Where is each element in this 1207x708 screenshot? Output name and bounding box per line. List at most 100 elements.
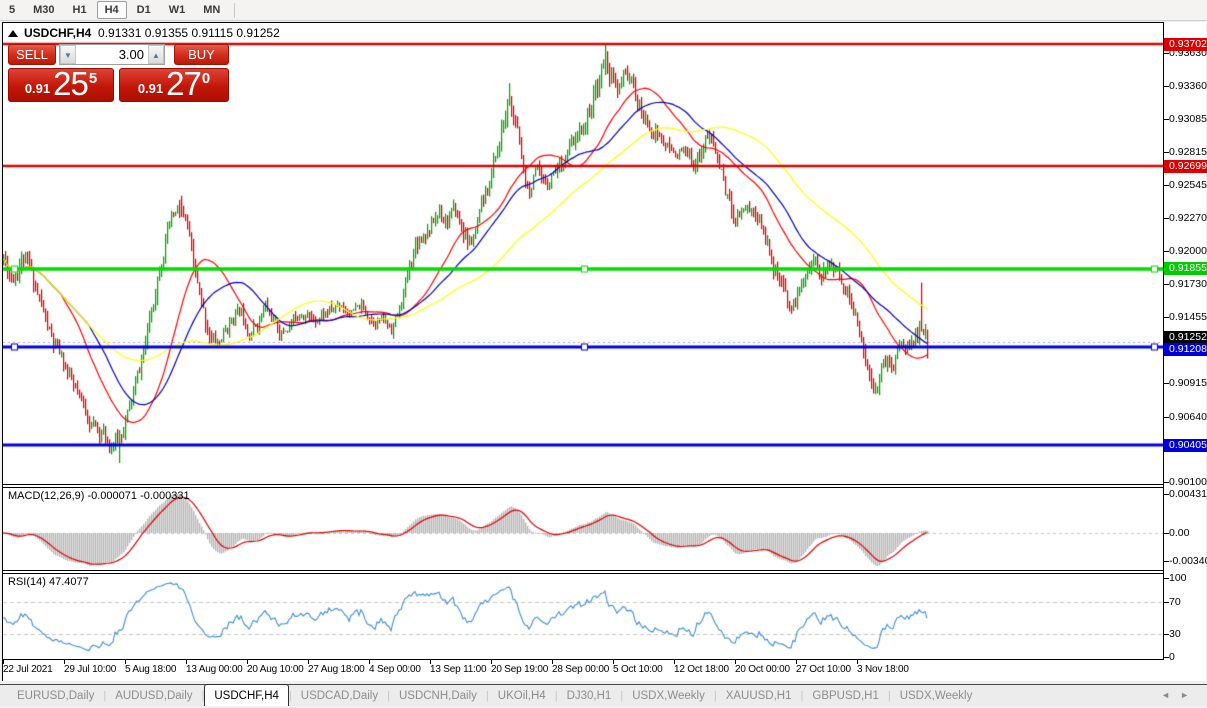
- price-line-label: 0.93702: [1164, 37, 1207, 51]
- price-tick-label: 0.92815: [1169, 145, 1207, 158]
- main-panel-bottom-border: [2, 484, 1164, 485]
- time-label: 13 Sep 11:00: [430, 664, 487, 675]
- macd-panel-bottom-border: [2, 570, 1164, 571]
- tab-xauusd-h1[interactable]: XAUUSD,H1: [725, 689, 792, 702]
- time-tick: [430, 660, 431, 664]
- price-line-label: 0.91208: [1164, 342, 1207, 356]
- tab-usdchf-h4[interactable]: USDCHF,H4: [204, 684, 289, 706]
- price-tick: [1164, 482, 1169, 484]
- rsi-tick: [1164, 602, 1169, 603]
- tab-usdx-weekly[interactable]: USDX,Weekly: [632, 689, 705, 702]
- price-tick: [1164, 383, 1169, 385]
- rsi-tick: [1164, 634, 1169, 635]
- time-label: 12 Oct 18:00: [674, 664, 729, 675]
- time-tick: [186, 660, 187, 664]
- rsi-indicator-canvas[interactable]: [3, 574, 1163, 659]
- buy-price-button[interactable]: 0.91 27 0: [119, 67, 229, 102]
- chart-tabs-bar: EURUSD,Daily | AUDUSD,Daily | USDCHF,H4 | USDC…: [0, 684, 1207, 706]
- sell-price-button[interactable]: 0.91 25 5: [8, 65, 114, 102]
- price-line-label: 0.91252: [1164, 330, 1207, 344]
- time-label: 29 Jul 10:00: [64, 664, 117, 675]
- tab-separator: |: [387, 689, 390, 702]
- tab-usdx-weekly[interactable]: USDX,Weekly: [899, 689, 973, 702]
- rsi-tick-label: 0: [1169, 651, 1175, 663]
- price-tick: [1164, 283, 1169, 285]
- time-tick: [369, 660, 370, 664]
- timeframe-button-5[interactable]: 5: [9, 4, 16, 16]
- price-scale[interactable]: 0.93630 0.93360 0.93085 0.92815 0.92545 0.922…: [1164, 22, 1207, 681]
- tab-ukoil-h4[interactable]: UKOil,H4: [497, 689, 546, 702]
- price-tick-label: 0.90640: [1169, 410, 1207, 423]
- time-tick: [735, 660, 736, 664]
- price-line-label: 0.92699: [1164, 159, 1207, 173]
- time-tick: [64, 660, 65, 664]
- sell-price-prefix: 0.91: [24, 81, 51, 96]
- volume-increase-button[interactable]: ▲: [148, 45, 164, 64]
- price-tick: [1164, 251, 1169, 253]
- buy-price-sup: 0: [201, 70, 211, 87]
- macd-tick-label: 0.00431: [1169, 488, 1207, 500]
- tab-separator: |: [485, 689, 489, 702]
- volume-decrease-button[interactable]: ▼: [60, 45, 76, 64]
- timeframe-button-mn[interactable]: MN: [203, 4, 221, 16]
- timeframe-button-h4[interactable]: H4: [96, 1, 127, 19]
- time-label: 13 Aug 00:00: [186, 664, 243, 675]
- time-label: 20 Oct 00:00: [735, 664, 790, 675]
- tab-separator: |: [288, 689, 292, 702]
- price-tick-label: 0.91455: [1169, 311, 1207, 324]
- time-tick: [796, 660, 797, 664]
- price-tick-label: 0.90915: [1169, 377, 1207, 390]
- price-tick: [1164, 317, 1169, 319]
- macd-indicator-canvas[interactable]: [3, 488, 1163, 570]
- time-label: 4 Sep 00:00: [369, 664, 421, 675]
- macd-label: MACD(12,26,9) -0.000071 -0.000331: [8, 490, 190, 502]
- buy-button[interactable]: BUY: [174, 44, 229, 65]
- price-tick-label: 0.91730: [1169, 277, 1207, 290]
- chart-window-left-border: [2, 22, 3, 681]
- tab-separator: |: [887, 689, 891, 702]
- volume-input[interactable]: [76, 45, 148, 64]
- expand-indicator-icon[interactable]: [8, 29, 18, 37]
- rsi-panel-bottom-border: [2, 659, 1164, 660]
- price-tick-label: 0.92545: [1169, 178, 1207, 191]
- timeframe-button-d1[interactable]: D1: [136, 4, 151, 16]
- time-label: 28 Sep 00:00: [552, 664, 610, 675]
- tab-usdcad-daily[interactable]: USDCAD,Daily: [300, 689, 379, 702]
- macd-tick-label: 0.00: [1169, 527, 1190, 539]
- time-tick: [3, 660, 4, 664]
- price-tick: [1164, 151, 1169, 153]
- one-click-trade-panel: SELL ▼ ▲ BUY 0.91 25 5 0.91 27 0: [8, 44, 229, 102]
- sell-button[interactable]: SELL: [8, 44, 56, 65]
- rsi-label: RSI(14) 47.4077: [8, 576, 89, 588]
- macd-tick: [1164, 494, 1169, 495]
- price-tick: [1164, 85, 1169, 87]
- price-tick-label: 0.92000: [1169, 245, 1207, 258]
- rsi-panel-top-border: [2, 573, 1164, 574]
- time-tick: [674, 660, 675, 664]
- price-tick: [1164, 52, 1169, 54]
- tab-separator: |: [713, 689, 717, 702]
- timeframe-button-h1[interactable]: H1: [72, 4, 87, 16]
- tab-eurusd-daily[interactable]: EURUSD,Daily: [17, 689, 95, 702]
- price-tick: [1164, 184, 1169, 186]
- chart-ohlc-values: 0.91331 0.91355 0.91115 0.91252: [98, 26, 280, 40]
- timeframe-button-w1[interactable]: W1: [168, 4, 186, 16]
- time-label: 27 Aug 18:00: [308, 664, 365, 675]
- macd-tick: [1164, 561, 1169, 562]
- toolbar-separator: [234, 2, 236, 18]
- timeframe-button-m30[interactable]: M30: [33, 4, 55, 16]
- price-tick-label: 0.93360: [1169, 79, 1207, 92]
- rsi-tick: [1164, 578, 1169, 579]
- tab-audusd-daily[interactable]: AUDUSD,Daily: [115, 689, 193, 702]
- time-tick: [247, 660, 248, 664]
- price-tick-label: 0.92270: [1169, 212, 1207, 225]
- tab-dj30-h1[interactable]: DJ30,H1: [566, 689, 612, 702]
- rsi-tick-label: 30: [1169, 628, 1181, 640]
- tab-gbpusd-h1[interactable]: GBPUSD,H1: [812, 689, 879, 702]
- sell-price-big: 25: [53, 65, 89, 102]
- time-tick: [613, 660, 614, 664]
- chart-window-top-border: [2, 22, 1164, 23]
- time-tick: [125, 660, 126, 664]
- tab-usdcnh-daily[interactable]: USDCNH,Daily: [398, 689, 477, 702]
- tab-scroll-arrows[interactable]: ◄►: [1161, 690, 1199, 700]
